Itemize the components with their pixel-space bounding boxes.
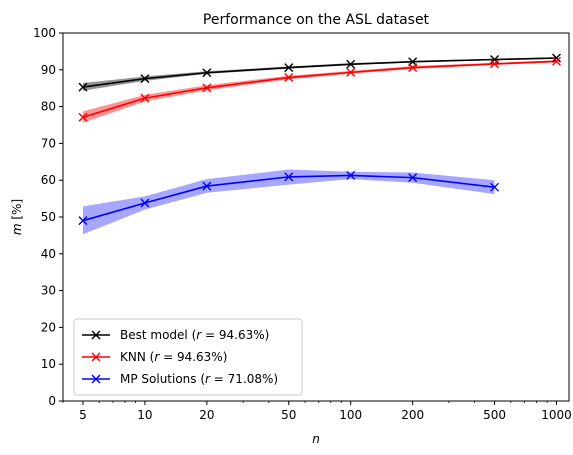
y-tick-label: 60 xyxy=(41,173,56,187)
data-point-x-stroke xyxy=(346,67,356,77)
data-point-x-stroke xyxy=(346,170,356,180)
data-point xyxy=(140,74,150,84)
data-point-x-stroke xyxy=(78,112,88,122)
data-point-x-stroke xyxy=(140,93,150,103)
data-point-x-stroke xyxy=(78,216,88,226)
y-tick-label: 10 xyxy=(41,357,56,371)
legend-label: Best model (r = 94.63%) xyxy=(120,328,269,342)
data-point-x-stroke xyxy=(490,59,500,69)
legend-marker xyxy=(91,374,101,384)
data-point xyxy=(490,59,500,69)
legend: Best model (r = 94.63%) KNN (r = 94.63%) M… xyxy=(73,318,303,396)
data-point xyxy=(284,63,294,73)
data-point xyxy=(408,63,418,73)
x-tick-label: 20 xyxy=(199,408,214,422)
y-tick-label: 50 xyxy=(41,210,56,224)
data-point xyxy=(552,53,562,63)
chart-title: Performance on the ASL dataset xyxy=(203,12,430,28)
y-tick-label: 90 xyxy=(41,63,56,77)
data-point xyxy=(78,82,88,92)
data-point xyxy=(78,112,88,122)
y-tick-label: 0 xyxy=(48,394,56,408)
x-tick-label: 200 xyxy=(401,408,424,422)
data-point xyxy=(408,173,418,183)
data-point xyxy=(346,59,356,69)
data-point-x-stroke xyxy=(202,181,212,191)
data-point xyxy=(202,68,212,78)
confidence-bands xyxy=(82,57,557,235)
y-tick-label: 70 xyxy=(41,136,56,150)
legend-label: KNN (r = 94.63%) xyxy=(120,350,227,364)
legend-marker xyxy=(91,352,101,362)
data-point xyxy=(140,198,150,208)
x-tick-label: 100 xyxy=(339,408,362,422)
y-tick-label: 80 xyxy=(41,100,56,114)
legend-box xyxy=(73,318,303,396)
data-point-x-stroke xyxy=(202,68,212,78)
legend-marker xyxy=(91,330,101,340)
data-point xyxy=(284,172,294,182)
data-point-x-stroke xyxy=(346,59,356,69)
data-point-x-stroke xyxy=(140,74,150,84)
x-tick-label: 50 xyxy=(281,408,296,422)
data-point xyxy=(140,93,150,103)
data-point-x-stroke xyxy=(284,172,294,182)
data-point-x-stroke xyxy=(408,173,418,183)
y-tick-label: 40 xyxy=(41,247,56,261)
data-point-x-stroke xyxy=(78,82,88,92)
y-tick-label: 30 xyxy=(41,284,56,298)
data-point xyxy=(202,83,212,93)
data-point-x-stroke xyxy=(408,63,418,73)
data-point-x-stroke xyxy=(284,63,294,73)
data-point-x-stroke xyxy=(140,198,150,208)
y-tick-label: 20 xyxy=(41,320,56,334)
series-line-0 xyxy=(82,57,557,88)
confidence-band-2 xyxy=(82,169,495,235)
data-point xyxy=(552,56,562,66)
data-point xyxy=(490,182,500,192)
data-point-x-stroke xyxy=(284,73,294,83)
data-point xyxy=(202,181,212,191)
data-point xyxy=(284,73,294,83)
confidence-band-1 xyxy=(82,60,557,123)
x-tick-label: 1000 xyxy=(541,408,572,422)
x-axis-ticks: 5 10 20 50 100 200 500 1000 xyxy=(62,401,572,422)
data-point-x-stroke xyxy=(552,53,562,63)
legend-entry: KNN (r = 94.63%) xyxy=(82,350,227,364)
data-point xyxy=(78,216,88,226)
data-point-x-stroke xyxy=(202,83,212,93)
data-point xyxy=(346,170,356,180)
y-axis-title: m [%] xyxy=(10,199,24,235)
x-tick-label: 5 xyxy=(79,408,87,422)
legend-entry: MP Solutions (r = 71.08%) xyxy=(82,372,278,386)
y-tick-label: 100 xyxy=(33,26,56,40)
series-markers xyxy=(78,53,562,226)
data-point xyxy=(346,67,356,77)
series-line-1 xyxy=(82,60,557,119)
x-tick-label: 500 xyxy=(483,408,506,422)
confidence-band-0 xyxy=(82,57,557,91)
legend-entry: Best model (r = 94.63%) xyxy=(82,328,269,342)
data-point-x-stroke xyxy=(490,182,500,192)
x-axis-title: n xyxy=(312,432,320,446)
y-axis-ticks: 0 10 20 30 40 50 60 70 80 90 100 xyxy=(33,26,63,408)
legend-label: MP Solutions (r = 71.08%) xyxy=(120,372,278,386)
x-tick-label: 10 xyxy=(137,408,152,422)
data-point-x-stroke xyxy=(552,56,562,66)
